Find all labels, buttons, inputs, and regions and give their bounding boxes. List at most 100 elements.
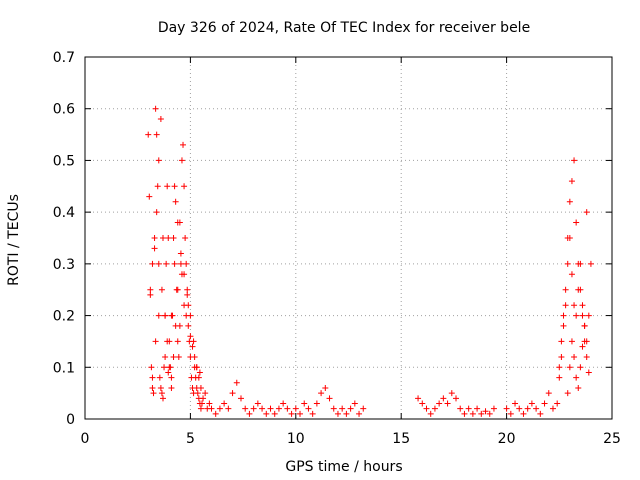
data-point (153, 209, 160, 216)
data-point (184, 291, 191, 298)
data-point (556, 374, 563, 381)
data-point (556, 364, 563, 371)
data-point (190, 338, 197, 345)
data-point (566, 198, 573, 205)
data-point (149, 374, 156, 381)
data-point (558, 338, 565, 345)
data-point (174, 286, 181, 293)
data-point (474, 405, 481, 412)
y-tick-label: 0.7 (53, 50, 75, 66)
data-point (356, 410, 363, 417)
data-point (427, 410, 434, 417)
data-point (516, 405, 523, 412)
data-point (187, 312, 194, 319)
data-point (147, 286, 154, 293)
data-point (560, 322, 567, 329)
data-point (297, 410, 304, 417)
data-point (520, 410, 527, 417)
data-point (164, 338, 171, 345)
data-point (436, 400, 443, 407)
data-point (216, 405, 223, 412)
data-point (165, 369, 172, 376)
data-point (212, 410, 219, 417)
data-point (194, 390, 201, 397)
data-point (545, 390, 552, 397)
data-point (174, 338, 181, 345)
data-point (573, 219, 580, 226)
data-point (229, 390, 236, 397)
data-point (170, 353, 177, 360)
data-point (541, 400, 548, 407)
data-point (233, 379, 240, 386)
data-point (351, 400, 358, 407)
data-point (200, 395, 207, 402)
data-point (478, 410, 485, 417)
data-point (453, 395, 460, 402)
data-point (189, 343, 196, 350)
data-point (575, 384, 582, 391)
data-point (575, 260, 582, 267)
data-point (250, 405, 257, 412)
data-point (448, 390, 455, 397)
x-tick-label: 0 (81, 431, 90, 447)
data-point (313, 400, 320, 407)
data-point (554, 400, 561, 407)
data-point (587, 260, 594, 267)
data-point (154, 183, 161, 190)
data-point (171, 260, 178, 267)
data-point (461, 410, 468, 417)
data-point (198, 400, 205, 407)
data-point (157, 384, 164, 391)
data-point (197, 384, 204, 391)
data-point (152, 338, 159, 345)
data-point (172, 198, 179, 205)
data-point (178, 157, 185, 164)
data-point (166, 364, 173, 371)
data-point (579, 312, 586, 319)
x-tick-label: 20 (498, 431, 516, 447)
data-point (157, 116, 164, 123)
data-point (184, 286, 191, 293)
data-point (284, 405, 291, 412)
axis-ticks: 0 5 10 15 20 25 0 0.1 0.2 0.3 0.4 0.5 0.6 0.7 (53, 50, 621, 447)
data-point (175, 353, 182, 360)
data-point (301, 400, 308, 407)
data-point (145, 131, 152, 138)
y-tick-label: 0.3 (53, 257, 75, 273)
data-point (267, 405, 274, 412)
data-point (221, 400, 228, 407)
data-point (172, 322, 179, 329)
data-point (242, 405, 249, 412)
data-point (322, 384, 329, 391)
x-tick-label: 10 (287, 431, 305, 447)
data-point (583, 353, 590, 360)
data-point (581, 322, 588, 329)
data-point (187, 333, 194, 340)
data-point (568, 271, 575, 278)
data-point (254, 400, 261, 407)
data-point (507, 410, 514, 417)
data-point (465, 405, 472, 412)
data-point (423, 405, 430, 412)
data-point (155, 312, 162, 319)
data-point (562, 286, 569, 293)
data-point (537, 410, 544, 417)
data-point (334, 410, 341, 417)
data-point (583, 209, 590, 216)
data-point (180, 141, 187, 148)
data-point (566, 364, 573, 371)
data-point (246, 410, 253, 417)
data-point (482, 408, 489, 415)
x-tick-label: 25 (603, 431, 621, 447)
data-point (168, 374, 175, 381)
data-point (486, 410, 493, 417)
data-point (579, 343, 586, 350)
data-point (151, 235, 158, 241)
data-point (155, 260, 162, 267)
data-point (155, 157, 162, 164)
data-point (490, 405, 497, 412)
data-point (183, 260, 190, 267)
x-tick-label: 15 (392, 431, 410, 447)
data-point (148, 364, 155, 371)
data-point (415, 395, 422, 402)
